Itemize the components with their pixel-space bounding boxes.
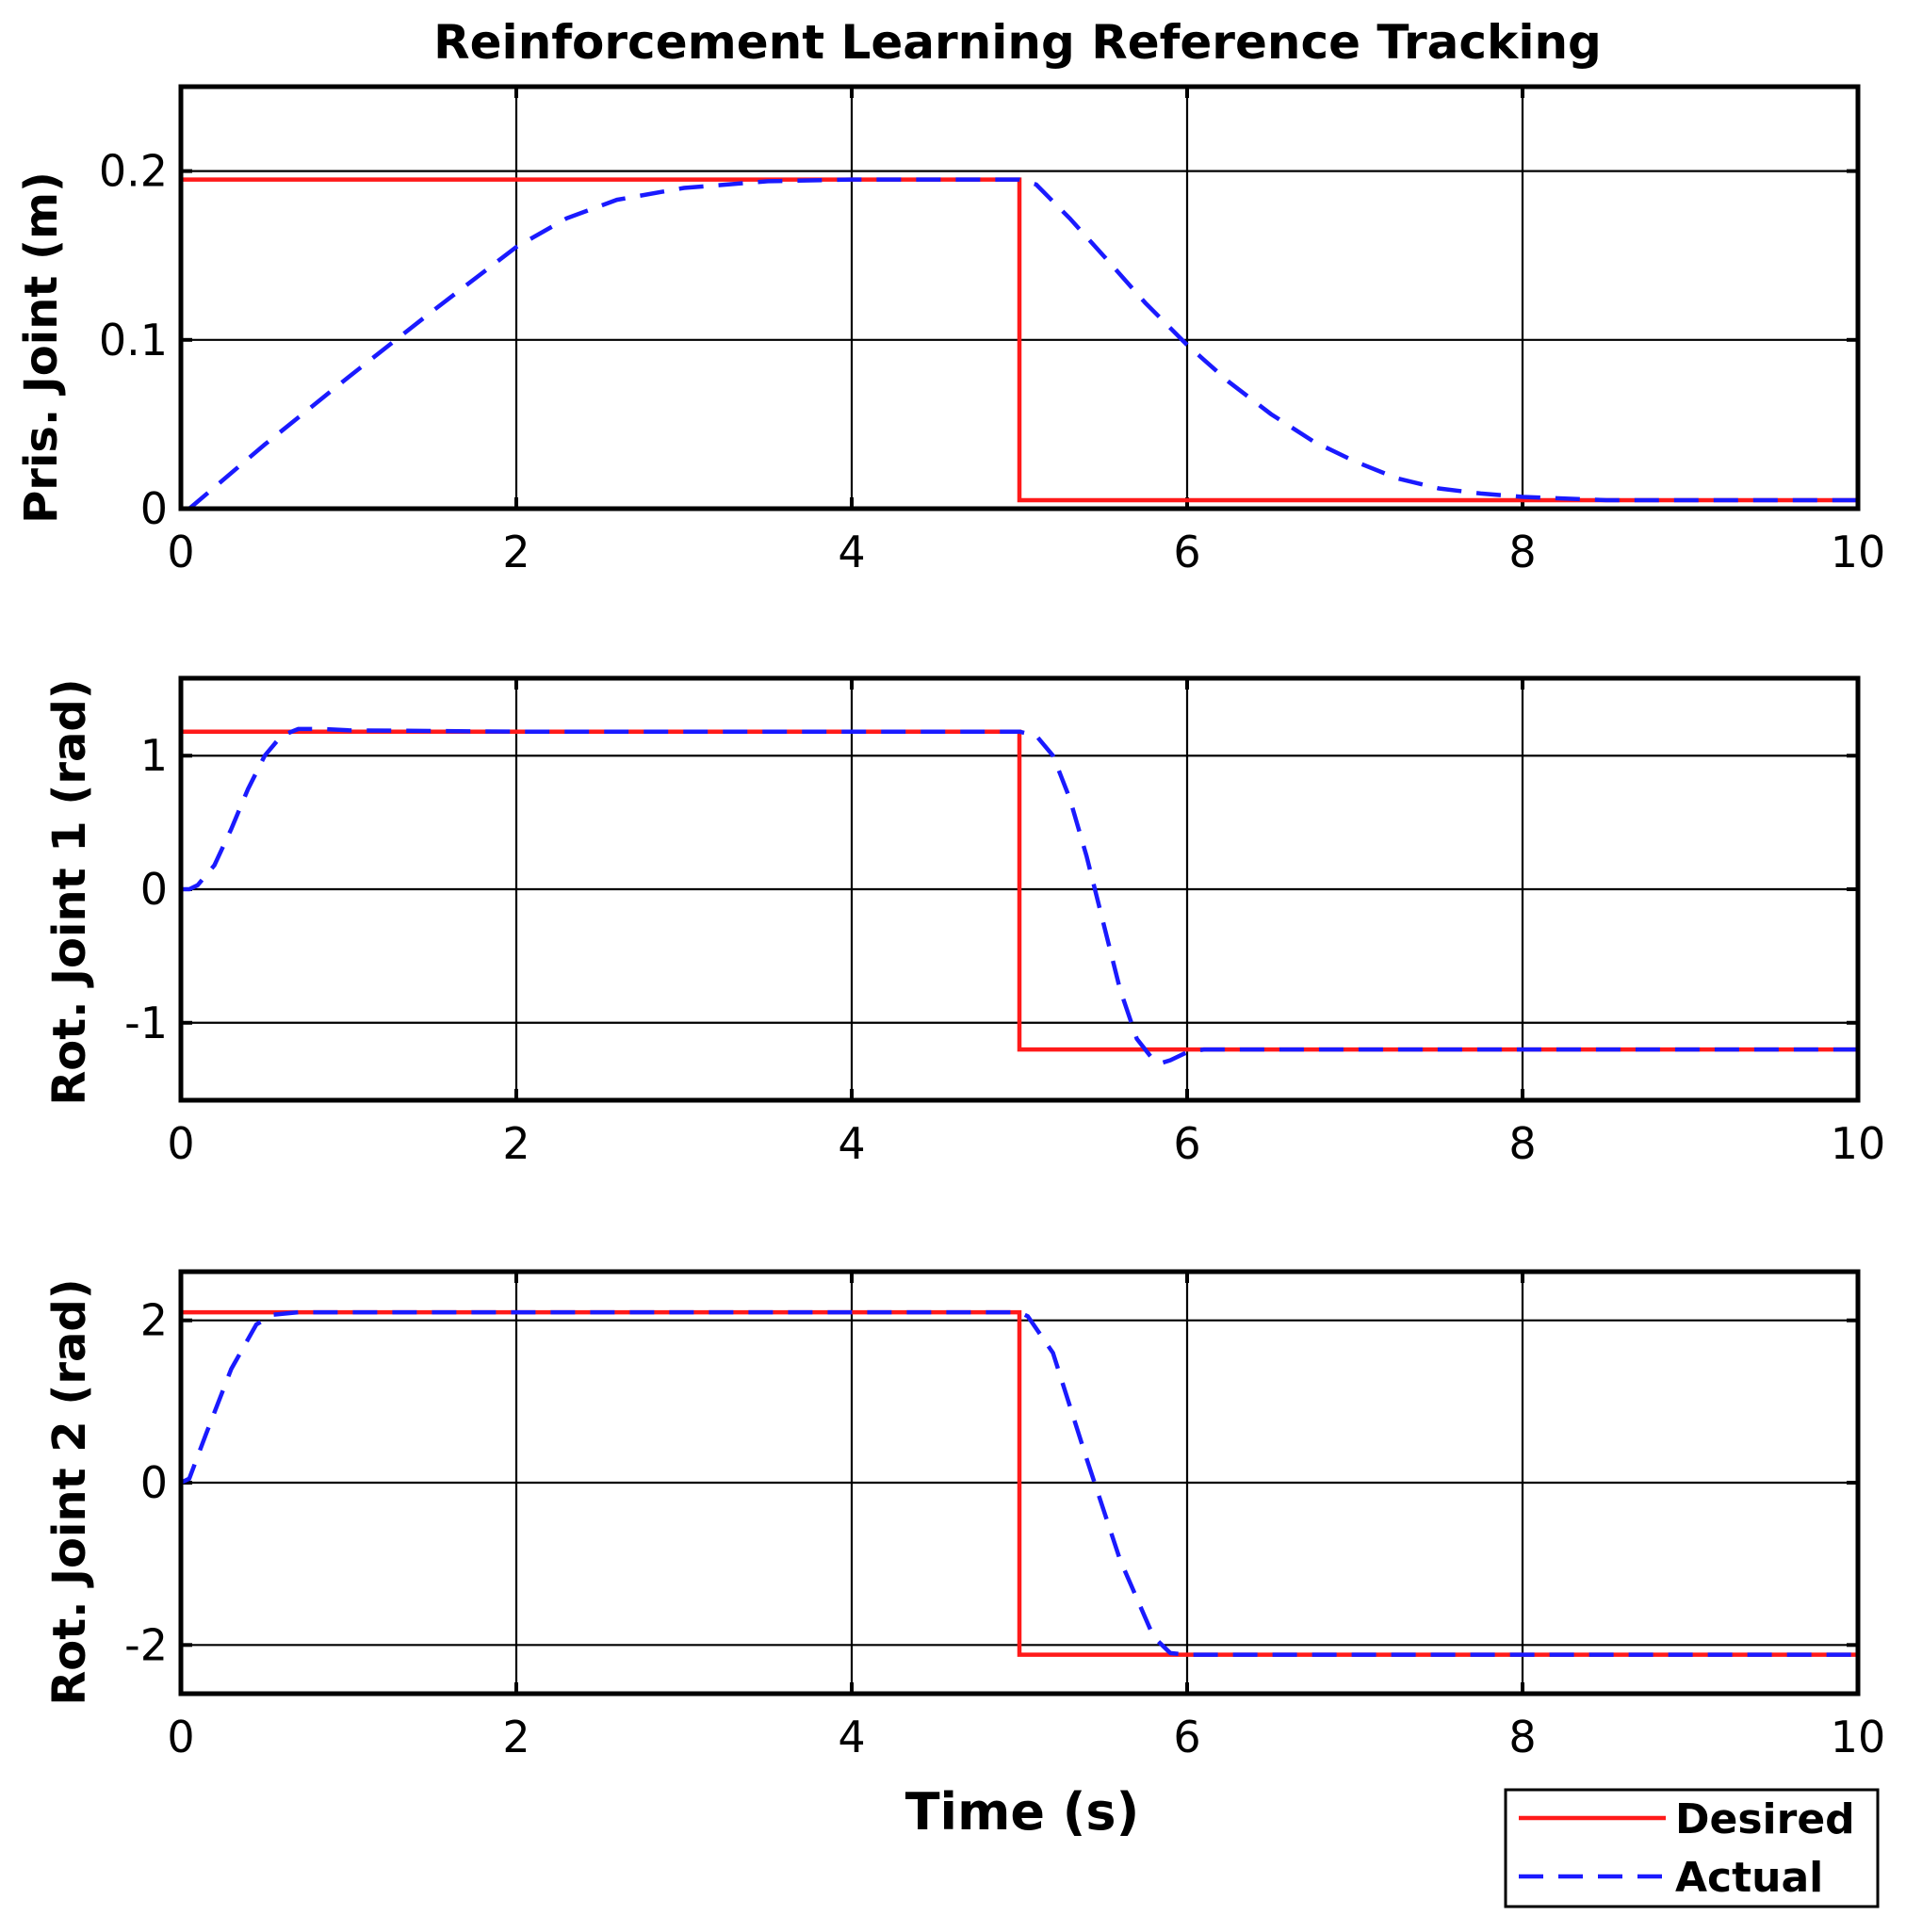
x-tick-label-prismatic: 4 bbox=[838, 527, 865, 577]
x-tick-label-prismatic: 2 bbox=[502, 527, 529, 577]
axes-frame-rotary-2 bbox=[178, 1269, 1861, 1697]
y-tick-label-rotary-1: 0 bbox=[140, 864, 168, 915]
x-tick-label-prismatic: 6 bbox=[1173, 527, 1200, 577]
y-tick-label-rotary-1: 1 bbox=[140, 730, 168, 781]
y-tick-label-prismatic: 0.2 bbox=[99, 146, 168, 197]
y-tick-label-prismatic: 0.1 bbox=[99, 315, 168, 365]
y-axis-label-rotary-1: Rot. Joint 1 (rad) bbox=[43, 678, 96, 1105]
series-line-actual-prismatic bbox=[187, 177, 1858, 511]
y-axis-label-rotary-2: Rot. Joint 2 (rad) bbox=[43, 1278, 96, 1705]
x-tick-label-prismatic: 10 bbox=[1831, 527, 1886, 577]
chart-title: Reinforcement Learning Reference Trackin… bbox=[433, 15, 1602, 70]
legend-box bbox=[1504, 1788, 1880, 1908]
x-tick-label-rotary-1: 10 bbox=[1831, 1118, 1886, 1169]
y-tick-label-rotary-1: -1 bbox=[124, 998, 168, 1048]
x-tick-label-rotary-2: 6 bbox=[1173, 1712, 1200, 1762]
series-line-actual-rotary-1 bbox=[181, 726, 1858, 1065]
x-tick-label-rotary-1: 8 bbox=[1508, 1118, 1536, 1169]
y-tick-label-rotary-2: 0 bbox=[140, 1457, 168, 1508]
x-tick-label-rotary-2: 0 bbox=[167, 1712, 194, 1762]
panel-prismatic-joint: 0 2 4 6 8 10 0 0.1 0.2 bbox=[99, 84, 1886, 577]
axes-frame-prismatic bbox=[178, 84, 1861, 511]
x-tick-label-rotary-2: 8 bbox=[1508, 1712, 1536, 1762]
y-tick-label-prismatic: 0 bbox=[140, 483, 168, 534]
panel-rotary-joint-1: 0 2 4 6 8 10 -1 0 1 bbox=[124, 675, 1886, 1169]
y-tick-label-rotary-2: 2 bbox=[140, 1295, 168, 1346]
x-tick-label-rotary-1: 4 bbox=[838, 1118, 865, 1169]
x-tick-label-rotary-2: 2 bbox=[502, 1712, 529, 1762]
x-tick-label-rotary-1: 0 bbox=[167, 1118, 194, 1169]
legend: Desired Actual bbox=[1504, 1788, 1880, 1908]
y-axis-label-prismatic: Pris. Joint (m) bbox=[15, 171, 68, 524]
panel-rotary-joint-2: 0 2 4 6 8 10 -2 0 2 bbox=[124, 1269, 1886, 1762]
x-tick-label-rotary-1: 2 bbox=[502, 1118, 529, 1169]
legend-label-actual: Actual bbox=[1675, 1854, 1823, 1902]
x-axis-label: Time (s) bbox=[905, 1782, 1140, 1842]
legend-label-desired: Desired bbox=[1675, 1795, 1855, 1843]
x-tick-label-rotary-2: 4 bbox=[838, 1712, 865, 1762]
y-tick-label-rotary-2: -2 bbox=[124, 1619, 168, 1670]
series-line-desired-rotary-1 bbox=[181, 729, 1858, 1052]
axes-frame-rotary-1 bbox=[178, 675, 1861, 1103]
series-line-desired-prismatic bbox=[181, 177, 1858, 503]
x-tick-label-rotary-1: 6 bbox=[1173, 1118, 1200, 1169]
x-tick-label-prismatic: 0 bbox=[167, 527, 194, 577]
x-tick-label-rotary-2: 10 bbox=[1831, 1712, 1886, 1762]
x-tick-label-prismatic: 8 bbox=[1508, 527, 1536, 577]
